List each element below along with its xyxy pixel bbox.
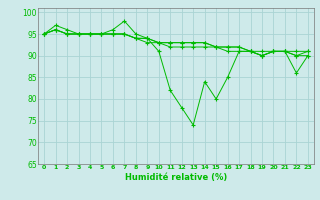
X-axis label: Humidité relative (%): Humidité relative (%)	[125, 173, 227, 182]
